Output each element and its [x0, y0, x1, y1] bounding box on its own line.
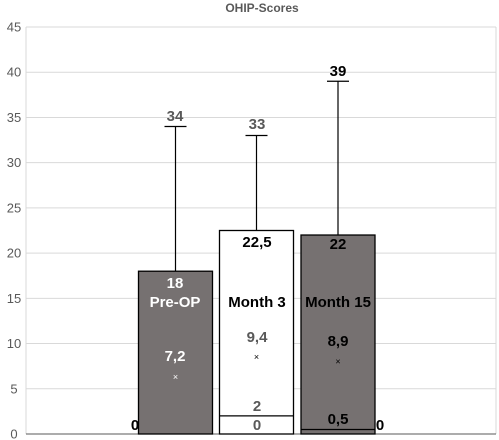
pre-op-mean-label: 7,2 — [165, 348, 186, 365]
month-3-box — [218, 229, 295, 435]
pre-op-q3-label: 18 — [167, 275, 184, 292]
y-tick-label-45: 45 — [7, 20, 21, 35]
month-3-mean-label: 9,4 — [247, 329, 269, 346]
y-tick-label-30: 30 — [7, 155, 21, 170]
month-15-mean-label: 8,9 — [328, 333, 349, 350]
pre-op-category-label: Pre-OP — [150, 294, 201, 311]
pre-op-max-label: 34 — [167, 108, 184, 125]
month-15-max-label: 39 — [330, 63, 347, 80]
y-tick-label-15: 15 — [7, 291, 21, 306]
y-tick-label-40: 40 — [7, 65, 21, 80]
month-3-q3-label: 22,5 — [242, 234, 271, 251]
gridlines — [26, 26, 496, 390]
pre-op-min-label: 0 — [131, 417, 139, 434]
month-3-min-label: 0 — [253, 417, 261, 434]
month-3-mean-marker: × — [254, 352, 259, 362]
chart-title: OHIP-Scores — [225, 1, 299, 15]
month-15-mean-marker: × — [335, 357, 340, 367]
month-15-q1-label: 0,5 — [328, 411, 349, 428]
y-tick-label-0: 0 — [10, 427, 17, 440]
month-3-category-label: Month 3 — [228, 294, 286, 311]
month-15-min-label: 0 — [376, 417, 384, 434]
boxes: × × × — [137, 80, 376, 435]
y-tick-label-10: 10 — [7, 336, 21, 351]
month-3-q1-label: 2 — [253, 398, 261, 415]
y-tick-label-5: 5 — [10, 381, 17, 396]
pre-op-mean-marker: × — [173, 372, 178, 382]
y-tick-label-25: 25 — [7, 200, 21, 215]
month-15-q3-label: 22 — [330, 236, 347, 253]
month-15-category-label: Month 15 — [305, 294, 371, 311]
pre-op-box — [137, 270, 214, 435]
data-labels: 34 18 Pre-OP 7,2 0 33 22,5 Month 3 9,4 2 0 39 22 Mont… — [131, 63, 384, 434]
y-tick-label-20: 20 — [7, 246, 21, 261]
month-3-max-label: 33 — [249, 116, 266, 133]
y-tick-label-35: 35 — [7, 110, 21, 125]
month-15-box — [300, 234, 376, 435]
